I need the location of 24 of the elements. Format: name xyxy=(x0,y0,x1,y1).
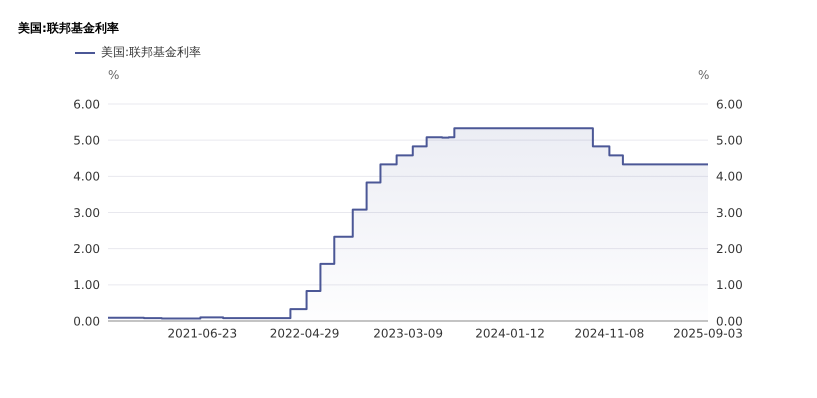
x-tick-label: 2025-09-03 xyxy=(673,326,743,341)
y-tick-label: 6.00 xyxy=(73,97,100,112)
y-tick-label: 1.00 xyxy=(73,278,100,292)
y-tick-label: 2.00 xyxy=(73,242,100,256)
y2-axis-title: % xyxy=(698,68,710,82)
y-tick-label: 3.00 xyxy=(73,206,100,220)
y2-tick-label: 3.00 xyxy=(716,206,743,220)
chart-title: 美国:联邦基金利率 xyxy=(18,20,119,37)
y2-tick-label: 6.00 xyxy=(716,97,743,112)
y-tick-label: 5.00 xyxy=(73,133,100,148)
y-tick-label: 4.00 xyxy=(73,170,100,184)
y2-tick-label: 5.00 xyxy=(716,133,743,148)
y-axis-title: % xyxy=(108,68,120,82)
x-tick-label: 2024-01-12 xyxy=(475,326,545,341)
legend-label: 美国:联邦基金利率 xyxy=(101,44,202,61)
x-tick-label: 2024-11-08 xyxy=(574,326,644,341)
x-tick-label: 2022-04-29 xyxy=(270,326,340,341)
y2-tick-label: 4.00 xyxy=(716,170,743,184)
x-tick-label: 2021-06-23 xyxy=(167,326,238,341)
x-tick-label: 2023-03-09 xyxy=(373,326,444,341)
y2-tick-label: 2.00 xyxy=(716,242,743,256)
y2-tick-label: 0.00 xyxy=(716,314,743,328)
y-tick-label: 0.00 xyxy=(73,314,100,328)
y2-tick-label: 1.00 xyxy=(716,278,743,292)
